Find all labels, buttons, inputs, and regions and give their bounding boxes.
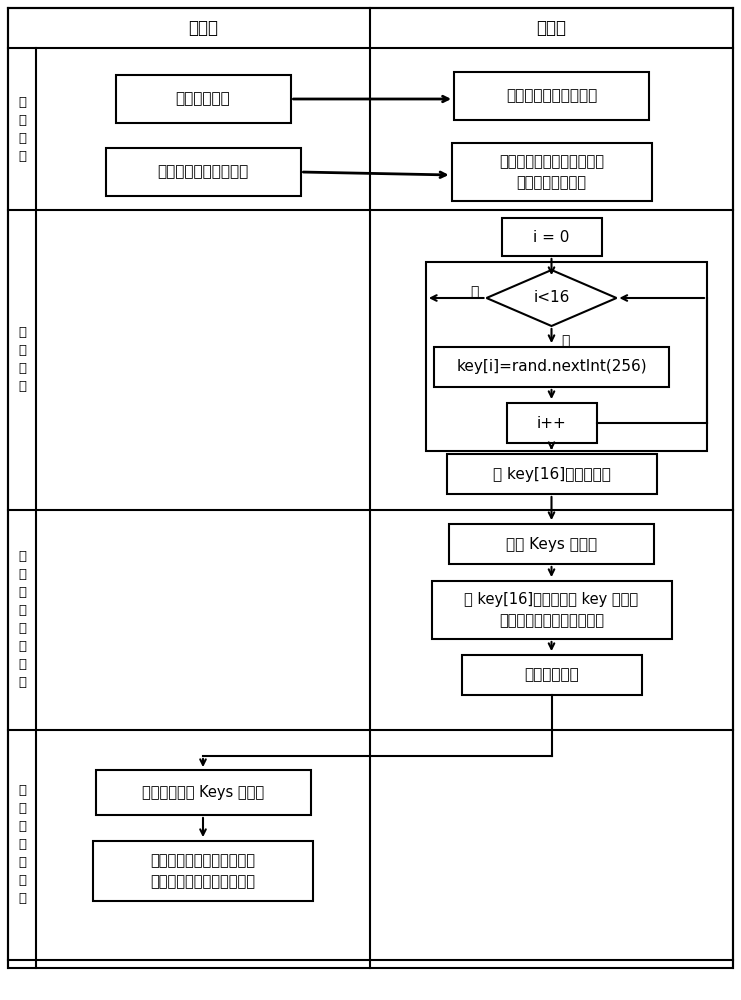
Bar [507, 403, 597, 443]
Text: 建
立
连
接: 建 立 连 接 [18, 96, 26, 162]
Bar [449, 524, 654, 564]
Bar [434, 347, 669, 387]
Text: i++: i++ [536, 416, 566, 430]
Text: 将 key[16]填充消息体 key 区间，
填充算法编码，并混淡处理: 将 key[16]填充消息体 key 区间， 填充算法编码，并混淡处理 [465, 592, 639, 628]
Bar [502, 218, 602, 256]
Bar [426, 262, 707, 451]
Text: 客户端接收到 Keys 消息体: 客户端接收到 Keys 消息体 [142, 785, 264, 800]
Text: 创建 Keys 消息体: 创建 Keys 消息体 [506, 536, 597, 552]
Text: 验证请求，并建立连接: 验证请求，并建立连接 [506, 89, 597, 104]
Text: 生成混淡因子，随机选择加
密算法，生成密鑰: 生成混淡因子，随机选择加 密算法，生成密鑰 [499, 154, 604, 190]
Text: 请求建立连接: 请求建立连接 [176, 92, 230, 106]
Text: 是: 是 [562, 334, 570, 348]
Bar [93, 841, 313, 901]
Bar [116, 75, 290, 123]
Text: key[i]=rand.nextInt(256): key[i]=rand.nextInt(256) [456, 360, 647, 374]
Text: 否: 否 [470, 285, 479, 299]
Text: 生
成
密
鑰: 生 成 密 鑰 [18, 326, 26, 393]
Bar [105, 148, 301, 196]
Bar [96, 770, 310, 815]
Text: 客户端还原混淡数据，提取
加密算法与会话密鑰，并保: 客户端还原混淡数据，提取 加密算法与会话密鑰，并保 [150, 853, 256, 889]
Bar [431, 581, 671, 639]
Bar [462, 655, 642, 695]
Text: i = 0: i = 0 [534, 230, 570, 244]
Polygon shape [487, 270, 617, 326]
Text: 发
送
密
鑰
给
客
户
端: 发 送 密 鑰 给 客 户 端 [18, 550, 26, 690]
Text: 连接后，请求会话密鑰: 连接后，请求会话密鑰 [157, 164, 249, 180]
Bar [447, 454, 657, 494]
Text: 客
户
端
保
存
密
鑰: 客 户 端 保 存 密 鑰 [18, 784, 26, 906]
Bar [454, 72, 649, 120]
Text: 将 key[16]保存到会话: 将 key[16]保存到会话 [493, 466, 611, 482]
Text: 客户端: 客户端 [188, 19, 218, 37]
Bar [451, 143, 651, 201]
Text: 服务端: 服务端 [536, 19, 567, 37]
Text: 发送给客户端: 发送给客户端 [524, 668, 579, 682]
Text: i<16: i<16 [534, 290, 570, 306]
